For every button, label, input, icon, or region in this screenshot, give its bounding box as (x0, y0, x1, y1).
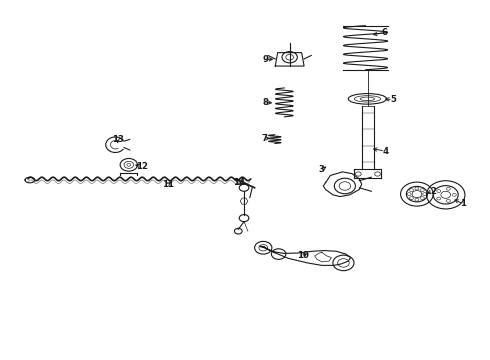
Text: 14: 14 (233, 178, 245, 187)
Text: 6: 6 (381, 28, 387, 37)
Text: 8: 8 (263, 98, 269, 107)
Text: 1: 1 (461, 199, 466, 208)
Text: 11: 11 (162, 180, 174, 189)
Text: 5: 5 (390, 95, 396, 104)
Text: 12: 12 (136, 162, 148, 171)
Text: 2: 2 (430, 187, 436, 196)
Text: 9: 9 (263, 55, 269, 64)
Text: 13: 13 (112, 135, 124, 144)
Text: 10: 10 (296, 251, 309, 260)
Text: 3: 3 (319, 165, 325, 174)
Text: 4: 4 (382, 147, 388, 156)
Text: 7: 7 (261, 134, 267, 143)
